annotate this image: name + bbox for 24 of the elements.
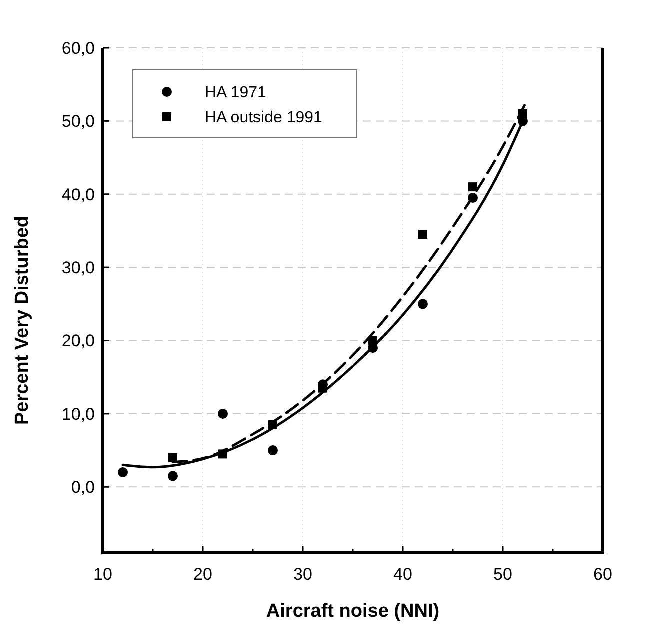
x-axis-title: Aircraft noise (NNI) — [266, 601, 440, 622]
y-tick-label: 30,0 — [62, 258, 95, 278]
x-tick-label: 50 — [494, 565, 512, 584]
y-tick-label: 10,0 — [62, 404, 95, 424]
point — [268, 446, 278, 456]
x-tick-label: 60 — [594, 565, 612, 584]
y-tick-label: 0,0 — [71, 478, 95, 498]
point — [468, 182, 478, 192]
y-tick-label: 60,0 — [62, 38, 95, 58]
point — [168, 471, 178, 482]
point — [418, 230, 428, 240]
point — [218, 408, 228, 419]
y-tick-label: 40,0 — [62, 185, 95, 204]
legend-label: HA 1971 — [205, 84, 266, 102]
x-tick-label: 10 — [94, 565, 112, 584]
x-tick-label: 30 — [294, 565, 312, 584]
y-tick-label: 50,0 — [62, 112, 95, 132]
x-tick-label: 20 — [194, 565, 212, 584]
point — [418, 299, 428, 310]
y-axis-title: Percent Very Disturbed — [12, 216, 33, 426]
y-tick-label: 20,0 — [62, 332, 95, 351]
x-tick-label: 40 — [394, 565, 412, 584]
point — [118, 467, 128, 478]
legend-label: HA outside 1991 — [205, 110, 323, 127]
